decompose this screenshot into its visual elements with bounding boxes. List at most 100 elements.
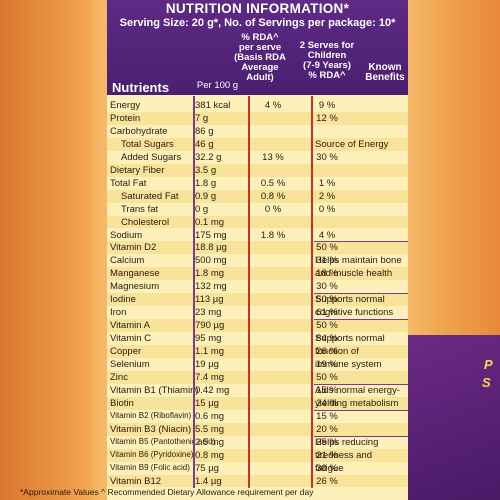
package-graphic-right: P S bbox=[408, 335, 500, 500]
nutrient-name: Vitamin B5 (Pantothenic acid) bbox=[110, 436, 216, 446]
table-row: Iodine 113 µg 50 % bbox=[107, 294, 408, 307]
col-rda2-header: 2 Serves for Children (7-9 Years)% RDA^ bbox=[293, 41, 361, 81]
rda-children-value: 24 % bbox=[316, 397, 338, 409]
row-stripe bbox=[107, 448, 408, 462]
nutrition-title: NUTRITION INFORMATION* bbox=[165, 1, 350, 16]
per-100g-value: 46 g bbox=[195, 138, 214, 150]
per-100g-value: 7 g bbox=[195, 112, 209, 124]
rda-children-value: 50 % bbox=[316, 320, 338, 332]
table-row: Vitamin D2 18.8 µg 50 % bbox=[107, 242, 408, 255]
table-row: Calcium 500 mg 31 % bbox=[107, 255, 408, 268]
per-100g-value: 15 µg bbox=[195, 397, 219, 409]
rda-children-value: 30 % bbox=[316, 281, 338, 293]
per-100g-value: 19 µg bbox=[195, 359, 219, 370]
nutrient-name: Total Fat bbox=[110, 177, 147, 189]
rda-children-value: 21 % bbox=[316, 449, 338, 461]
nutrient-name: Vitamin A bbox=[110, 320, 150, 332]
nutrient-name: Protein bbox=[110, 112, 141, 124]
nutrient-name: Biotin bbox=[110, 397, 134, 409]
rda-children-value: 50 % bbox=[316, 294, 338, 306]
row-stripe bbox=[107, 267, 408, 281]
rda-children-value: 25 % bbox=[316, 436, 338, 448]
row-stripe bbox=[107, 345, 408, 358]
row-stripe bbox=[107, 189, 408, 203]
rda-children-value: 26 % bbox=[316, 475, 338, 487]
serving-info: Serving Size: 20 g*, No. of Servings per… bbox=[119, 17, 396, 29]
table-row: Added Sugars 32.2 g 13 % 30 % bbox=[107, 152, 408, 165]
nutrition-header: NUTRITION INFORMATION* Serving Size: 20 … bbox=[107, 0, 408, 95]
nutrient-name: Zinc bbox=[110, 371, 128, 383]
table-row: Carbohydrate 86 g bbox=[107, 126, 408, 139]
rda-per-serve-value: 0.5 % bbox=[260, 177, 286, 189]
rda2-header-line: (7-9 Years) bbox=[303, 60, 351, 71]
rda2-header-line: 2 Serves for bbox=[299, 40, 355, 51]
benefit-text: cognitive functions bbox=[315, 307, 394, 319]
per-100g-value: 0.9 g bbox=[195, 190, 217, 202]
nutrient-name: Vitamin B12 bbox=[110, 475, 162, 487]
rda-children-value: 50 % bbox=[316, 242, 338, 254]
per-100g-value: 790 µg bbox=[195, 320, 225, 332]
rda-children-value: 50 % bbox=[316, 371, 338, 383]
per-100g-value: 0.6 mg bbox=[195, 410, 225, 422]
rda-children-value: 30 % bbox=[316, 462, 338, 474]
per-100g-value: 5.5 mg bbox=[195, 423, 225, 435]
nutrient-name: Total Sugars bbox=[121, 138, 174, 150]
rda-per-serve-value: 13 % bbox=[262, 151, 284, 163]
rda-children-value: 20 % bbox=[316, 423, 338, 435]
table-row: Iron 23 mg 61 % bbox=[107, 307, 408, 320]
rda-children-value: 18 % bbox=[316, 268, 338, 280]
row-stripe bbox=[107, 215, 408, 229]
table-row: Trans fat 0 g 0 % 0 % bbox=[107, 204, 408, 217]
rda-children-value: 0 % bbox=[318, 203, 336, 215]
table-row: Vitamin B6 (Pyridoxine) 0.8 mg 21 % bbox=[107, 450, 408, 463]
nutrient-name: Magnesium bbox=[110, 281, 160, 293]
benefits-header-line: Benefits bbox=[365, 72, 405, 83]
table-row: Saturated Fat 0.9 g 0.8 % 2 % bbox=[107, 191, 408, 204]
per-100g-value: 2.5 mg bbox=[195, 436, 225, 448]
rda-children-value: 12 % bbox=[316, 112, 338, 124]
rda-children-value: 19 % bbox=[316, 359, 338, 370]
table-row: Protein 7 g 12 % bbox=[107, 113, 408, 126]
nutrient-name: Vitamin B9 (Folic acid) bbox=[110, 462, 190, 472]
rda1-header-line: Average bbox=[241, 62, 279, 73]
rda-per-serve-value: 4 % bbox=[264, 100, 282, 111]
col-rda1-header: % RDA^ per serve (Basis RDA Average Adult) bbox=[227, 33, 293, 83]
per-100g-value: 1.8 g bbox=[195, 177, 217, 189]
benefit-text: Supports normal bbox=[315, 294, 385, 306]
nutrient-name: Vitamin C bbox=[110, 333, 152, 345]
rda-children-value: 15 % bbox=[316, 384, 338, 396]
divider-per100 bbox=[193, 96, 195, 488]
rda-per-serve-value: 0.8 % bbox=[260, 190, 286, 202]
row-stripe bbox=[107, 422, 408, 436]
rda1-header-line: (Basis RDA bbox=[234, 52, 286, 63]
per-100g-value: 0.1 mg bbox=[195, 216, 225, 228]
nutrient-name: Carbohydrate bbox=[110, 125, 168, 137]
table-row: Magnesium 132 mg 30 % bbox=[107, 281, 408, 294]
per-100g-value: 95 mg bbox=[195, 333, 222, 345]
nutrition-panel: NUTRITION INFORMATION* Serving Size: 20 … bbox=[107, 0, 408, 500]
benefits-header-line: Known bbox=[368, 62, 402, 73]
benefit-separator bbox=[314, 241, 408, 243]
table-row: Biotin 15 µg 24 % bbox=[107, 398, 408, 411]
row-stripe bbox=[107, 137, 408, 151]
row-stripe bbox=[107, 370, 408, 384]
row-stripe bbox=[107, 319, 408, 333]
benefit-text: yielding metabolism bbox=[315, 397, 399, 409]
table-row: Vitamin B9 (Folic acid) 75 µg 30 % bbox=[107, 463, 408, 476]
per-100g-value: 500 mg bbox=[195, 255, 227, 267]
table-row: Vitamin B5 (Pantothenic acid) 2.5 mg 25 % bbox=[107, 437, 408, 450]
table-row: Zinc 7.4 mg 50 % bbox=[107, 372, 408, 385]
per-100g-value: 1.1 mg bbox=[195, 346, 225, 358]
rda-children-value: 2 % bbox=[318, 190, 336, 202]
divider-rda1 bbox=[248, 96, 250, 488]
per-100g-value: 86 g bbox=[195, 125, 214, 137]
nutrient-name: Trans fat bbox=[121, 203, 159, 215]
footnote: *Approximate Values ^ Recommended Dietar… bbox=[20, 487, 314, 497]
rda-children-value: 9 % bbox=[318, 100, 336, 111]
col-per100-header: Per 100 g bbox=[196, 80, 239, 91]
per-100g-value: 1.4 µg bbox=[195, 475, 222, 487]
benefit-text: Helps maintain bone bbox=[315, 255, 402, 267]
table-row: Vitamin B3 (Niacin) 5.5 mg 20 % bbox=[107, 424, 408, 437]
per-100g-value: 0.42 mg bbox=[195, 384, 230, 396]
benefit-text: Helps reducing bbox=[315, 436, 379, 448]
